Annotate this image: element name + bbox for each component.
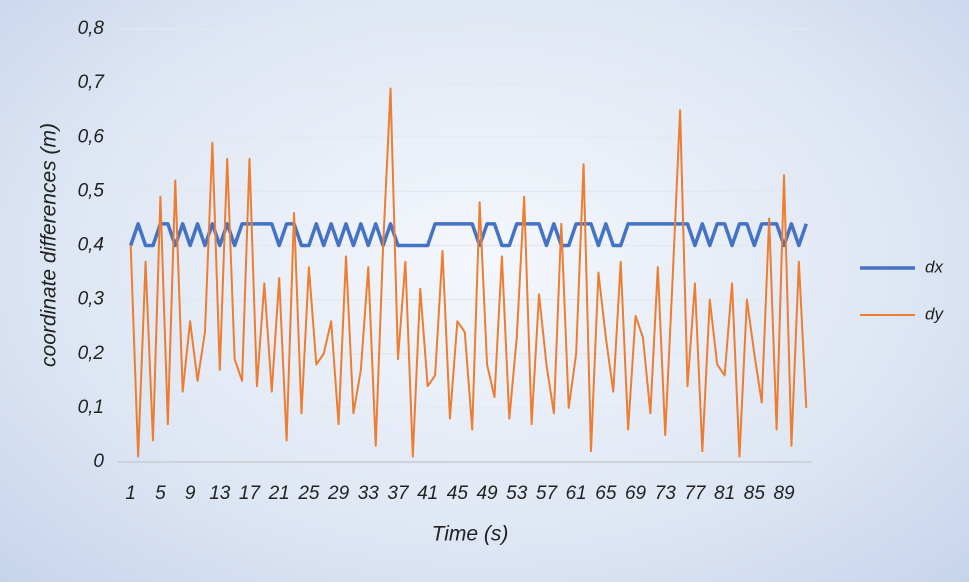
y-tick-label: 0,5	[78, 180, 105, 201]
x-tick-label: 85	[744, 483, 766, 504]
y-tick-label: 0,7	[78, 72, 106, 93]
x-tick-label: 41	[417, 483, 438, 504]
x-tick-label: 5	[155, 483, 166, 504]
x-tick-label: 65	[595, 483, 617, 504]
x-tick-label: 29	[327, 483, 350, 504]
x-tick-label: 57	[536, 483, 559, 504]
line-series	[129, 87, 808, 458]
y-tick-label: 0,2	[78, 343, 105, 364]
legend-label: dx	[925, 257, 943, 276]
y-tick-label: 0,4	[78, 235, 104, 256]
x-axis-label: Time (s)	[432, 523, 509, 546]
legend-label: dy	[925, 304, 944, 323]
x-tick-label: 49	[476, 483, 498, 504]
x-tick-label: 61	[566, 483, 587, 504]
y-tick-label: 0,6	[78, 126, 105, 147]
x-tick-label: 37	[387, 483, 410, 504]
x-tick-label: 33	[358, 483, 380, 504]
y-tick-label: 0,1	[78, 397, 104, 418]
y-tick-label: 0,8	[78, 18, 105, 39]
x-tick-label: 1	[125, 483, 136, 504]
y-axis-label: coordinate differences (m)	[38, 123, 61, 367]
x-tick-label: 25	[297, 483, 320, 504]
x-tick-label: 89	[773, 483, 795, 504]
x-tick-label: 53	[506, 483, 528, 504]
y-tick-label: 0,3	[78, 289, 105, 310]
x-tick-label: 45	[447, 483, 469, 504]
x-tick-label: 9	[185, 483, 196, 504]
x-tick-label: 69	[625, 483, 647, 504]
x-tick-label: 77	[684, 483, 707, 504]
line-series	[129, 222, 808, 248]
y-tick-label: 0	[93, 451, 104, 472]
x-tick-label: 17	[239, 483, 262, 504]
x-tick-label: 81	[714, 483, 735, 504]
x-tick-label: 73	[655, 483, 677, 504]
x-tick-label: 21	[268, 483, 290, 504]
x-tick-label: 13	[209, 483, 231, 504]
